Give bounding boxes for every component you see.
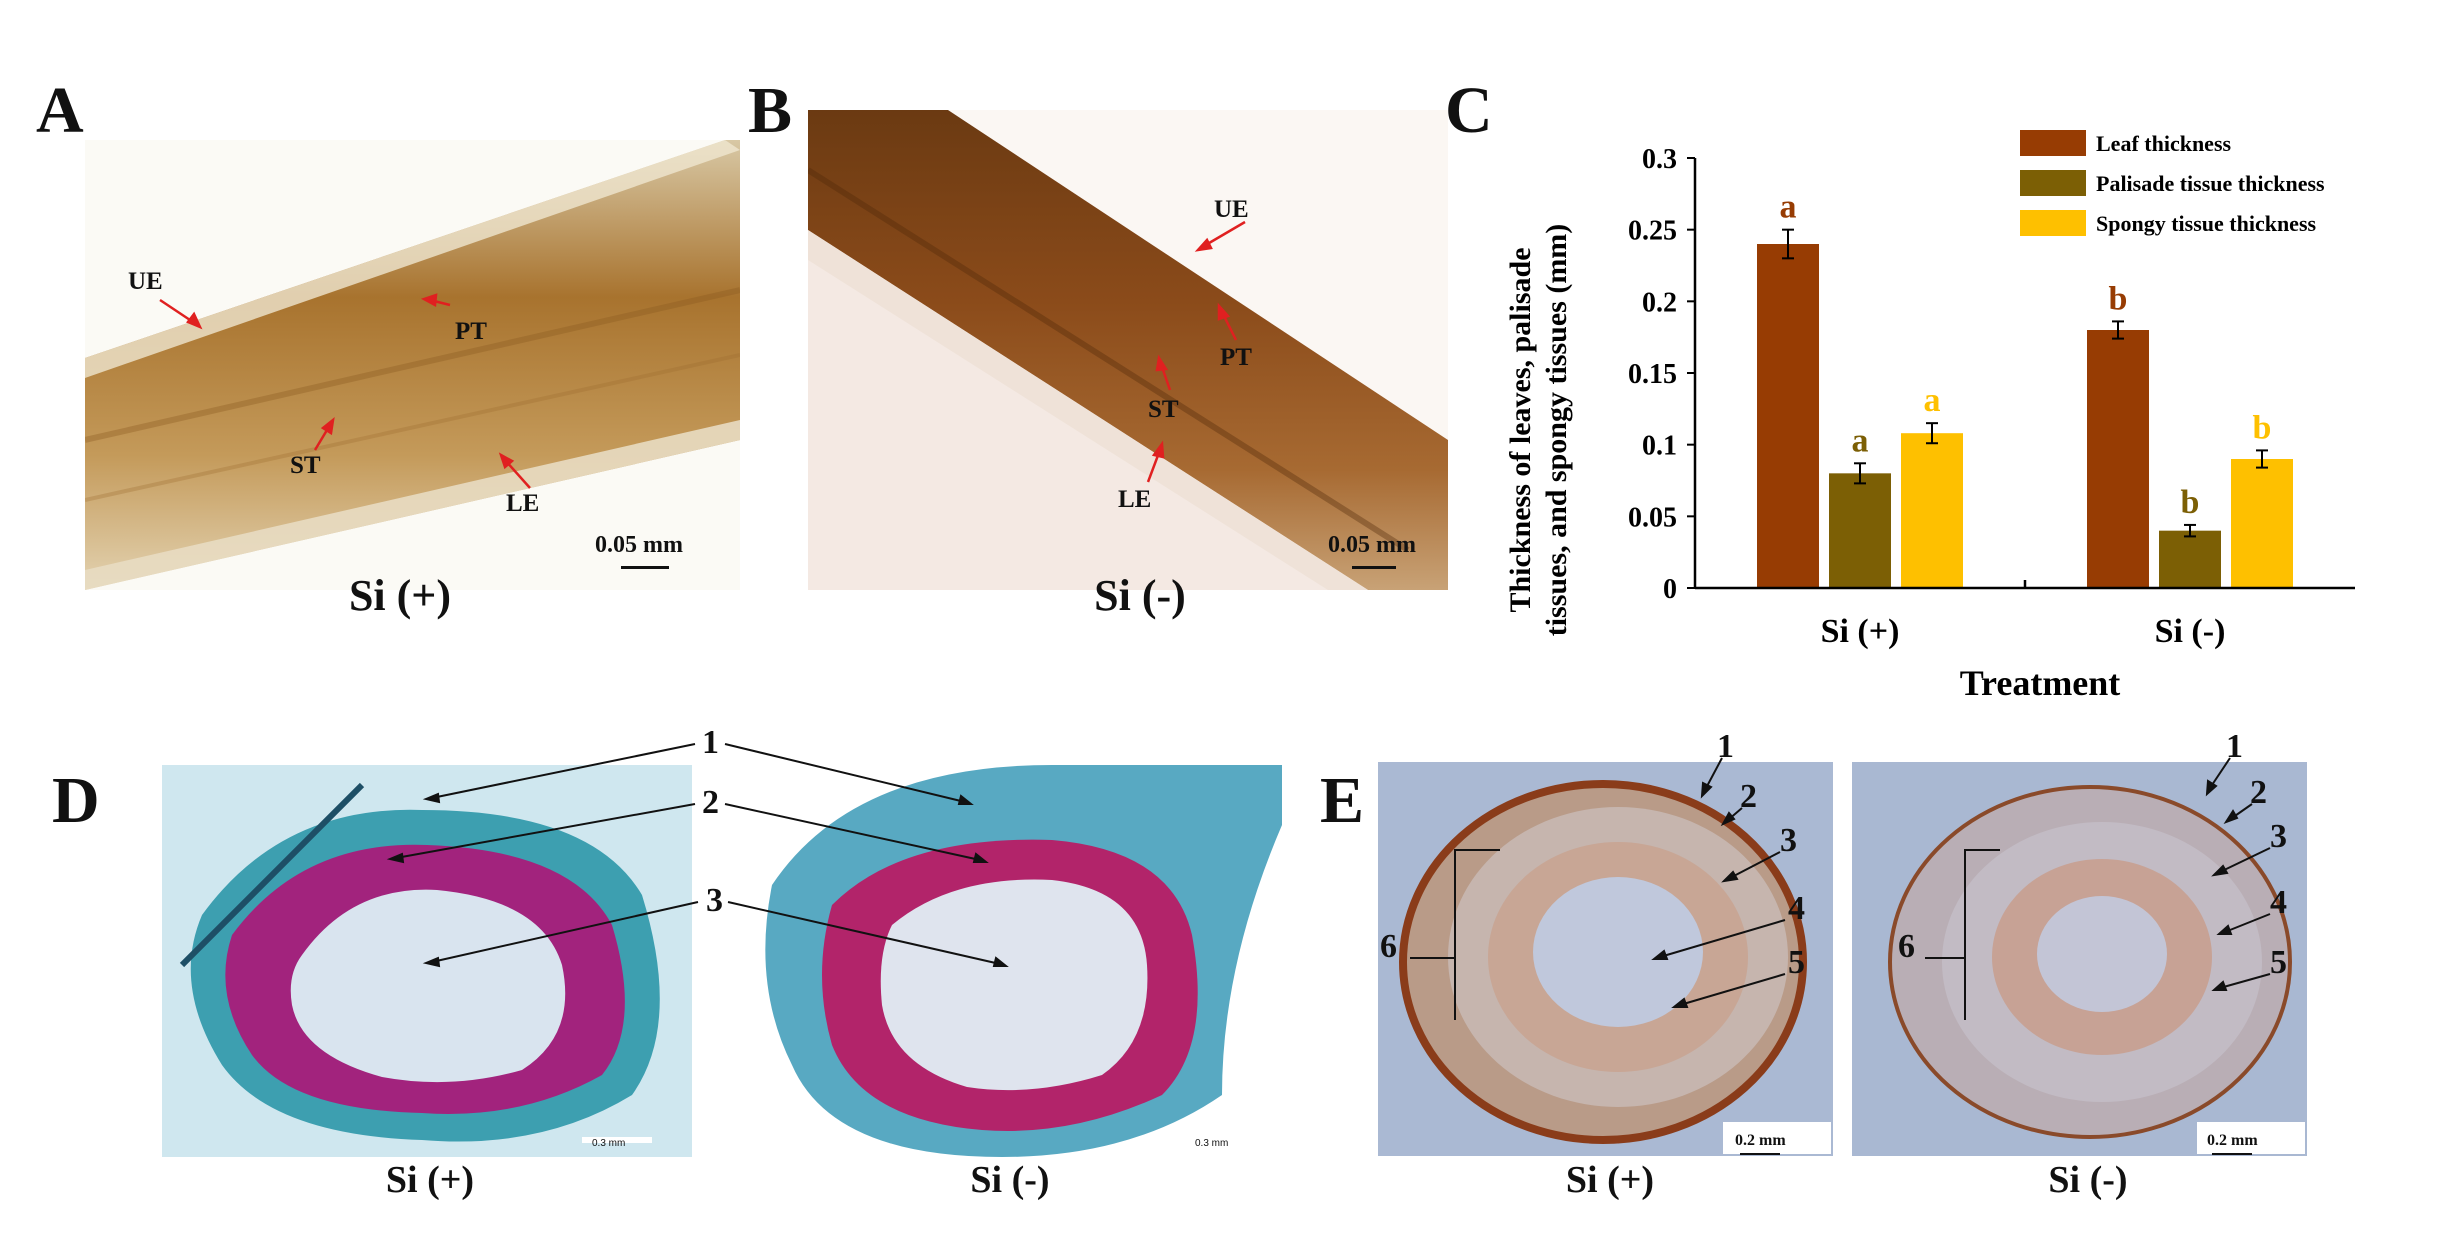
- bar-chart: Thickness of leaves, palisade tissues, a…: [1504, 130, 2355, 703]
- legend-swatch: [2020, 130, 2086, 156]
- label-6-e-left: 6: [1380, 928, 1397, 965]
- caption-b: Si (-): [1094, 571, 1186, 620]
- label-st-b: ST: [1148, 396, 1179, 423]
- y-tick-label: 0.2: [1642, 287, 1677, 318]
- y-axis-label-line1: Thickness of leaves, palisade: [1504, 247, 1537, 612]
- significance-letter: a: [1852, 422, 1869, 459]
- stem-section-d-left: [162, 765, 692, 1157]
- label-3-d: 3: [706, 882, 723, 919]
- label-ue-a: UE: [128, 268, 163, 295]
- label-2-e-right: 2: [2250, 774, 2267, 811]
- caption-d-right: Si (-): [970, 1159, 1050, 1201]
- label-3-e-right: 3: [2270, 818, 2287, 855]
- label-4-e-left: 4: [1788, 890, 1805, 927]
- panel-letter-b: B: [748, 74, 793, 147]
- legend-swatch: [2020, 170, 2086, 196]
- significance-letter: b: [2109, 280, 2128, 317]
- leader-lines-d: [386, 743, 1009, 968]
- y-axis-label: Thickness of leaves, palisade tissues, a…: [1504, 224, 1573, 637]
- caption-e-left: Si (+): [1565, 1159, 1655, 1201]
- label-pt-b: PT: [1220, 344, 1252, 371]
- scale-bar-e-left: [1740, 1153, 1780, 1155]
- label-pt-a: PT: [455, 318, 487, 345]
- label-6-e-right: 6: [1898, 928, 1915, 965]
- y-tick-label: 0.1: [1642, 431, 1677, 462]
- legend-label: Spongy tissue thickness: [2096, 211, 2317, 236]
- scale-label-e-left: 0.2 mm: [1735, 1132, 1786, 1149]
- caption-e-right: Si (-): [2048, 1159, 2128, 1201]
- micrograph-a: [85, 140, 740, 590]
- label-1-d: 1: [702, 724, 719, 761]
- arrows-b: [1146, 220, 1246, 483]
- label-2-d: 2: [702, 784, 719, 821]
- scale-bar-a: [621, 566, 669, 569]
- significance-letter: b: [2181, 484, 2200, 521]
- label-st-a: ST: [290, 452, 321, 479]
- label-1-e-left: 1: [1717, 728, 1734, 765]
- micrograph-b: [808, 110, 1448, 590]
- label-le-b: LE: [1118, 486, 1152, 513]
- caption-d-left: Si (+): [385, 1159, 475, 1201]
- label-5-e-right: 5: [2270, 944, 2287, 981]
- label-ue-b: UE: [1214, 196, 1249, 223]
- scale-bar-b: [1352, 566, 1396, 569]
- scale-label-a: 0.05 mm: [595, 532, 683, 558]
- y-tick-label: 0.25: [1628, 216, 1677, 247]
- significance-letter: a: [1780, 189, 1797, 226]
- scale-label-d-right: 0.3 mm: [1195, 1138, 1229, 1149]
- label-le-a: LE: [506, 490, 540, 517]
- bar: [1829, 473, 1891, 588]
- legend-swatch: [2020, 210, 2086, 236]
- label-4-e-right: 4: [2270, 884, 2287, 921]
- panel-letter-d: D: [52, 764, 100, 837]
- scale-label-b: 0.05 mm: [1328, 532, 1416, 558]
- bar: [2087, 330, 2149, 588]
- x-tick-label: Si (+): [1821, 613, 1900, 650]
- scale-bar-e-right: [2212, 1153, 2252, 1155]
- stem-section-e-left: [1378, 762, 1833, 1156]
- significance-letter: b: [2253, 409, 2272, 446]
- panel-letter-a: A: [36, 74, 84, 147]
- caption-a: Si (+): [348, 571, 452, 620]
- bar: [1901, 433, 1963, 588]
- x-axis-label: Treatment: [1960, 663, 2121, 703]
- panel-letter-c: C: [1445, 74, 1493, 147]
- arrows-a: [159, 293, 531, 489]
- y-axis-label-line2: tissues, and spongy tissues (mm): [1540, 224, 1573, 637]
- label-3-e-left: 3: [1780, 822, 1797, 859]
- label-1-e-right: 1: [2226, 728, 2243, 765]
- y-tick-label: 0.15: [1628, 359, 1677, 390]
- y-tick-label: 0.05: [1628, 502, 1677, 533]
- legend: Leaf thickness Palisade tissue thickness S…: [2020, 130, 2325, 236]
- leader-lines-e: [1410, 757, 2271, 1020]
- label-5-e-left: 5: [1788, 944, 1805, 981]
- scale-label-d-left: 0.3 mm: [592, 1138, 626, 1149]
- panel-letter-e: E: [1320, 764, 1365, 837]
- legend-label: Palisade tissue thickness: [2096, 171, 2325, 196]
- x-tick-label: Si (-): [2155, 613, 2226, 650]
- bar: [2231, 459, 2293, 588]
- scale-label-e-right: 0.2 mm: [2207, 1132, 2258, 1149]
- significance-letter: a: [1924, 382, 1941, 419]
- label-2-e-left: 2: [1740, 778, 1757, 815]
- stem-section-d-right: [752, 765, 1282, 1157]
- y-tick-label: 0: [1663, 574, 1677, 605]
- bar: [2159, 530, 2221, 588]
- bar: [1757, 244, 1819, 588]
- legend-label: Leaf thickness: [2096, 131, 2232, 156]
- y-tick-label: 0.3: [1642, 144, 1677, 175]
